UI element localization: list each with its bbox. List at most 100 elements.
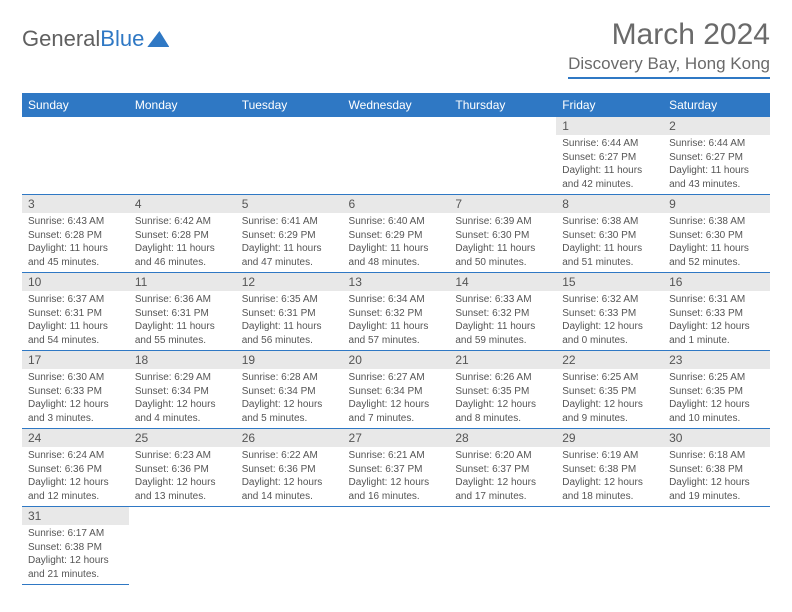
day-info-cell: Sunrise: 6:28 AMSunset: 6:34 PMDaylight:… [236, 369, 343, 429]
day-info-cell: Sunrise: 6:17 AMSunset: 6:38 PMDaylight:… [22, 525, 129, 585]
day-info-text: Sunrise: 6:27 AMSunset: 6:34 PMDaylight:… [349, 369, 444, 425]
day-number-cell: 7 [449, 195, 556, 214]
daynum-row: 12 [22, 117, 770, 135]
day-info-cell [236, 525, 343, 585]
daynum-row: 10111213141516 [22, 273, 770, 292]
day-info-cell: Sunrise: 6:36 AMSunset: 6:31 PMDaylight:… [129, 291, 236, 351]
day-number-cell: 28 [449, 429, 556, 448]
day-number-cell: 13 [343, 273, 450, 292]
day-info-text: Sunrise: 6:44 AMSunset: 6:27 PMDaylight:… [669, 135, 764, 191]
day-info-cell [236, 135, 343, 195]
day-info-cell [343, 135, 450, 195]
day-info-text: Sunrise: 6:38 AMSunset: 6:30 PMDaylight:… [562, 213, 657, 269]
day-info-cell: Sunrise: 6:24 AMSunset: 6:36 PMDaylight:… [22, 447, 129, 507]
day-number-cell [129, 117, 236, 135]
day-info-text: Sunrise: 6:19 AMSunset: 6:38 PMDaylight:… [562, 447, 657, 503]
day-info-cell [449, 525, 556, 585]
day-info-text: Sunrise: 6:26 AMSunset: 6:35 PMDaylight:… [455, 369, 550, 425]
day-number-cell: 19 [236, 351, 343, 370]
day-number-cell [129, 507, 236, 526]
info-row: Sunrise: 6:44 AMSunset: 6:27 PMDaylight:… [22, 135, 770, 195]
day-info-cell [449, 135, 556, 195]
daynum-row: 3456789 [22, 195, 770, 214]
day-number-cell [449, 117, 556, 135]
day-info-cell: Sunrise: 6:37 AMSunset: 6:31 PMDaylight:… [22, 291, 129, 351]
day-info-text: Sunrise: 6:41 AMSunset: 6:29 PMDaylight:… [242, 213, 337, 269]
day-number-cell: 6 [343, 195, 450, 214]
info-row: Sunrise: 6:37 AMSunset: 6:31 PMDaylight:… [22, 291, 770, 351]
day-info-text: Sunrise: 6:32 AMSunset: 6:33 PMDaylight:… [562, 291, 657, 347]
day-info-text: Sunrise: 6:33 AMSunset: 6:32 PMDaylight:… [455, 291, 550, 347]
info-row: Sunrise: 6:30 AMSunset: 6:33 PMDaylight:… [22, 369, 770, 429]
daynum-row: 17181920212223 [22, 351, 770, 370]
day-info-cell: Sunrise: 6:22 AMSunset: 6:36 PMDaylight:… [236, 447, 343, 507]
day-header: Monday [129, 93, 236, 117]
day-number-cell [343, 117, 450, 135]
day-number-cell: 31 [22, 507, 129, 526]
day-number-cell: 4 [129, 195, 236, 214]
day-info-cell [129, 525, 236, 585]
calendar-body: 12 Sunrise: 6:44 AMSunset: 6:27 PMDaylig… [22, 117, 770, 585]
day-info-text: Sunrise: 6:29 AMSunset: 6:34 PMDaylight:… [135, 369, 230, 425]
day-number-cell: 18 [129, 351, 236, 370]
day-info-text: Sunrise: 6:20 AMSunset: 6:37 PMDaylight:… [455, 447, 550, 503]
day-number-cell: 30 [663, 429, 770, 448]
day-header: Sunday [22, 93, 129, 117]
day-info-text: Sunrise: 6:34 AMSunset: 6:32 PMDaylight:… [349, 291, 444, 347]
day-info-cell: Sunrise: 6:40 AMSunset: 6:29 PMDaylight:… [343, 213, 450, 273]
day-header: Tuesday [236, 93, 343, 117]
day-info-cell: Sunrise: 6:42 AMSunset: 6:28 PMDaylight:… [129, 213, 236, 273]
day-number-cell: 26 [236, 429, 343, 448]
day-number-cell [22, 117, 129, 135]
day-number-cell: 2 [663, 117, 770, 135]
day-info-text: Sunrise: 6:38 AMSunset: 6:30 PMDaylight:… [669, 213, 764, 269]
day-info-text: Sunrise: 6:24 AMSunset: 6:36 PMDaylight:… [28, 447, 123, 503]
day-number-cell: 21 [449, 351, 556, 370]
calendar-header-row: SundayMondayTuesdayWednesdayThursdayFrid… [22, 93, 770, 117]
day-info-cell: Sunrise: 6:26 AMSunset: 6:35 PMDaylight:… [449, 369, 556, 429]
day-number-cell [449, 507, 556, 526]
day-number-cell: 14 [449, 273, 556, 292]
day-info-text: Sunrise: 6:35 AMSunset: 6:31 PMDaylight:… [242, 291, 337, 347]
day-number-cell: 9 [663, 195, 770, 214]
logo-sail-icon [147, 31, 169, 47]
day-info-text: Sunrise: 6:21 AMSunset: 6:37 PMDaylight:… [349, 447, 444, 503]
day-info-cell [22, 135, 129, 195]
info-row: Sunrise: 6:43 AMSunset: 6:28 PMDaylight:… [22, 213, 770, 273]
day-info-cell [343, 525, 450, 585]
day-header: Wednesday [343, 93, 450, 117]
day-info-text: Sunrise: 6:25 AMSunset: 6:35 PMDaylight:… [669, 369, 764, 425]
day-info-cell: Sunrise: 6:44 AMSunset: 6:27 PMDaylight:… [556, 135, 663, 195]
day-info-text: Sunrise: 6:25 AMSunset: 6:35 PMDaylight:… [562, 369, 657, 425]
day-info-text: Sunrise: 6:18 AMSunset: 6:38 PMDaylight:… [669, 447, 764, 503]
day-info-cell: Sunrise: 6:38 AMSunset: 6:30 PMDaylight:… [663, 213, 770, 273]
day-number-cell [236, 507, 343, 526]
day-number-cell: 20 [343, 351, 450, 370]
daynum-row: 31 [22, 507, 770, 526]
day-info-cell [663, 525, 770, 585]
day-number-cell: 29 [556, 429, 663, 448]
day-info-cell: Sunrise: 6:32 AMSunset: 6:33 PMDaylight:… [556, 291, 663, 351]
day-number-cell: 25 [129, 429, 236, 448]
day-info-cell: Sunrise: 6:35 AMSunset: 6:31 PMDaylight:… [236, 291, 343, 351]
day-number-cell: 11 [129, 273, 236, 292]
day-header: Saturday [663, 93, 770, 117]
day-header: Friday [556, 93, 663, 117]
day-info-cell: Sunrise: 6:30 AMSunset: 6:33 PMDaylight:… [22, 369, 129, 429]
day-info-cell: Sunrise: 6:41 AMSunset: 6:29 PMDaylight:… [236, 213, 343, 273]
day-number-cell: 24 [22, 429, 129, 448]
title-block: March 2024 Discovery Bay, Hong Kong [568, 18, 770, 79]
day-info-text: Sunrise: 6:23 AMSunset: 6:36 PMDaylight:… [135, 447, 230, 503]
day-info-cell: Sunrise: 6:23 AMSunset: 6:36 PMDaylight:… [129, 447, 236, 507]
day-info-cell: Sunrise: 6:25 AMSunset: 6:35 PMDaylight:… [556, 369, 663, 429]
day-info-cell: Sunrise: 6:33 AMSunset: 6:32 PMDaylight:… [449, 291, 556, 351]
day-info-cell: Sunrise: 6:21 AMSunset: 6:37 PMDaylight:… [343, 447, 450, 507]
day-info-text: Sunrise: 6:30 AMSunset: 6:33 PMDaylight:… [28, 369, 123, 425]
day-info-cell: Sunrise: 6:27 AMSunset: 6:34 PMDaylight:… [343, 369, 450, 429]
day-number-cell: 15 [556, 273, 663, 292]
day-number-cell [343, 507, 450, 526]
month-title: March 2024 [568, 18, 770, 52]
day-info-cell [556, 525, 663, 585]
day-info-text: Sunrise: 6:40 AMSunset: 6:29 PMDaylight:… [349, 213, 444, 269]
day-info-text: Sunrise: 6:42 AMSunset: 6:28 PMDaylight:… [135, 213, 230, 269]
